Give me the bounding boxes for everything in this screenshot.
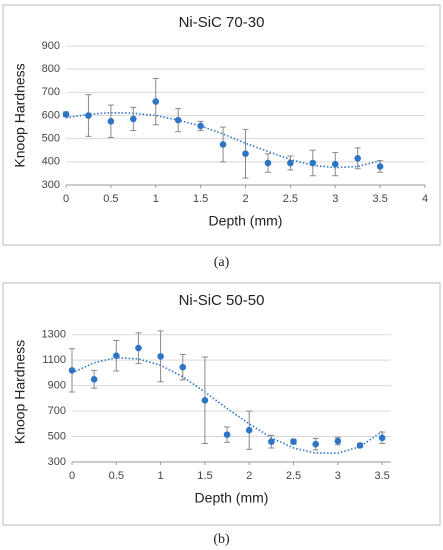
data-point xyxy=(376,163,384,170)
data-point xyxy=(354,155,361,162)
y-tick-label: 700 xyxy=(48,405,66,417)
x-tick-label: 1 xyxy=(158,470,164,482)
x-tick-label: 4 xyxy=(422,193,428,205)
y-tick-label: 700 xyxy=(42,86,60,98)
data-point xyxy=(331,160,339,168)
x-tick-label: 3.5 xyxy=(374,470,389,482)
data-point xyxy=(197,122,204,130)
data-point xyxy=(107,117,115,125)
data-point xyxy=(135,344,142,352)
chart-title: Ni-SiC 50-50 xyxy=(179,292,265,309)
x-tick-label: 0.5 xyxy=(103,193,118,205)
x-tick-label: 3 xyxy=(332,193,338,205)
data-point xyxy=(90,375,98,383)
data-point xyxy=(312,440,319,448)
y-tick-label: 900 xyxy=(42,40,60,52)
x-tick-label: 2 xyxy=(246,470,252,482)
data-point xyxy=(264,159,272,167)
data-point xyxy=(268,438,275,445)
data-point xyxy=(157,353,164,360)
x-tick-label: 0 xyxy=(63,193,69,205)
x-axis-title: Depth (mm) xyxy=(195,490,269,506)
data-point xyxy=(179,363,187,371)
data-point xyxy=(223,431,231,438)
data-point xyxy=(219,141,227,148)
caption: (a) xyxy=(214,255,230,270)
x-tick-label: 2.5 xyxy=(286,470,301,482)
x-tick-label: 3.5 xyxy=(372,193,387,205)
y-tick-label: 1300 xyxy=(42,329,66,341)
data-point xyxy=(174,116,182,124)
y-tick-label: 800 xyxy=(42,63,60,75)
trendline xyxy=(65,111,381,169)
x-axis-title: Depth (mm) xyxy=(209,213,283,229)
trendline xyxy=(71,356,383,454)
x-tick-label: 1.5 xyxy=(193,193,208,205)
chart-frame xyxy=(2,282,441,526)
caption: (b) xyxy=(213,532,230,547)
x-tick-label: 2.5 xyxy=(283,193,298,205)
data-point xyxy=(242,150,249,158)
x-tick-label: 0.5 xyxy=(109,470,124,482)
data-point xyxy=(287,159,294,167)
data-point xyxy=(85,112,92,119)
y-axis-title: Knoop Hardness xyxy=(12,340,28,444)
y-tick-label: 900 xyxy=(48,380,66,392)
data-point xyxy=(201,396,209,404)
y-tick-label: 300 xyxy=(42,179,60,191)
data-point xyxy=(152,98,160,105)
data-point xyxy=(113,352,120,360)
chart-title: Ni-SiC 70-30 xyxy=(179,14,265,31)
x-tick-label: 1.5 xyxy=(197,470,212,482)
data-point xyxy=(334,437,342,445)
x-tick-label: 0 xyxy=(69,470,75,482)
data-point xyxy=(378,434,386,442)
chart-frame xyxy=(2,4,441,246)
y-tick-label: 600 xyxy=(42,109,60,121)
y-tick-label: 400 xyxy=(42,156,60,168)
x-tick-label: 2 xyxy=(242,193,248,205)
data-point xyxy=(68,367,76,374)
y-axis-title: Knoop Hardness xyxy=(12,63,28,167)
y-tick-label: 500 xyxy=(42,133,60,145)
data-point xyxy=(245,426,253,434)
data-point xyxy=(356,442,364,449)
y-tick-label: 500 xyxy=(48,430,66,442)
y-tick-label: 1100 xyxy=(42,354,66,366)
data-point xyxy=(290,438,297,445)
data-point xyxy=(62,111,70,118)
x-tick-label: 1 xyxy=(153,193,159,205)
data-point xyxy=(309,159,317,167)
data-point xyxy=(130,115,137,123)
y-tick-label: 300 xyxy=(48,456,66,468)
x-tick-label: 3 xyxy=(335,470,341,482)
